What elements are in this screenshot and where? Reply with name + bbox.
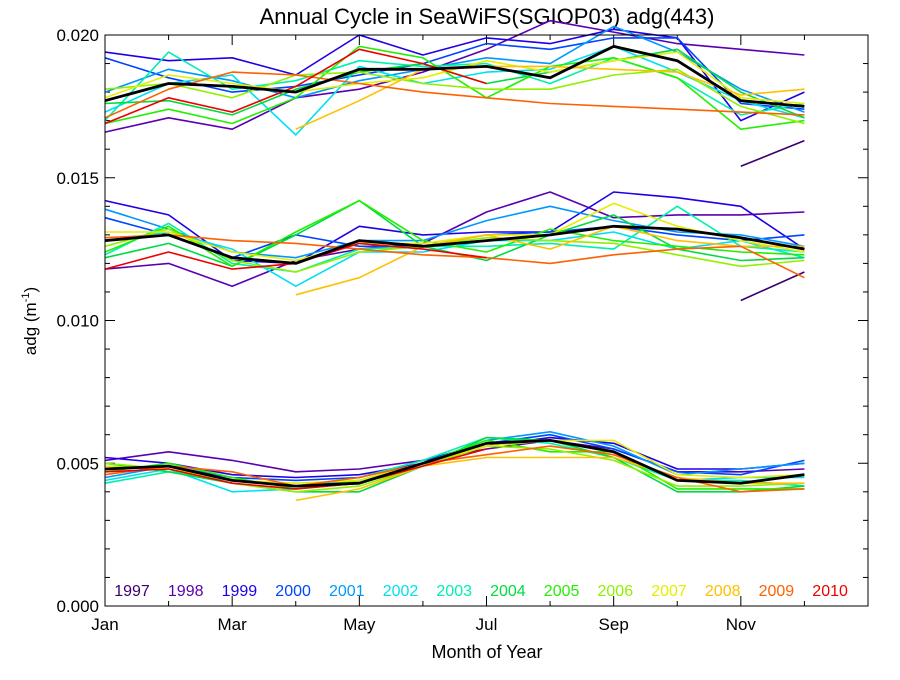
x-axis-label: Month of Year — [431, 642, 542, 662]
x-tick-label: Jan — [91, 615, 118, 634]
series-line-2002-lower — [104, 439, 805, 493]
series-line-2009-middle — [104, 234, 805, 279]
x-tick-label: Sep — [599, 615, 629, 634]
legend-item-1998: 1998 — [168, 583, 204, 600]
legend-item-2000: 2000 — [275, 583, 311, 600]
mean-line-middle — [104, 224, 805, 265]
series-line-1997-upper — [740, 139, 805, 168]
legend-item-1999: 1999 — [222, 583, 258, 600]
legend-item-2004: 2004 — [490, 583, 526, 600]
y-tick-label: 0.005 — [56, 454, 99, 473]
y-tick-label: 0.020 — [56, 26, 99, 45]
y-axis-label: adg (m-1) — [20, 287, 40, 355]
series-line-2003-upper — [104, 51, 805, 122]
legend-item-1997: 1997 — [114, 583, 150, 600]
mean-line-upper — [104, 45, 805, 108]
x-tick-label: Nov — [726, 615, 757, 634]
mean-line-lower — [104, 438, 805, 488]
y-axis-label-close: ) — [21, 287, 40, 293]
x-tick-label: Mar — [218, 615, 248, 634]
series-line-2005-middle — [104, 199, 805, 268]
plot-frame — [104, 34, 869, 607]
legend-item-2006: 2006 — [598, 583, 634, 600]
series-line-2010-lower — [104, 448, 487, 490]
series-line-2000-upper — [104, 37, 805, 110]
legend-item-2007: 2007 — [651, 583, 687, 600]
y-tick-label: 0.000 — [56, 597, 99, 616]
legend-item-2003: 2003 — [436, 583, 472, 600]
series-line-2010-upper — [104, 48, 487, 125]
series-line-2001-upper — [104, 25, 805, 113]
series-line-1997-middle — [740, 271, 805, 302]
series-line-2009-upper — [104, 71, 805, 119]
y-tick-label: 0.010 — [56, 312, 99, 331]
series-line-2005-upper — [104, 45, 805, 130]
series-lines — [104, 19, 805, 502]
legend-item-2005: 2005 — [544, 583, 580, 600]
series-line-1998-upper — [104, 19, 805, 133]
legend-item-2002: 2002 — [383, 583, 419, 600]
legend-item-2008: 2008 — [705, 583, 741, 600]
series-line-2007-middle — [105, 202, 805, 262]
series-line-1999-upper — [104, 28, 805, 122]
x-tick-label: May — [343, 615, 376, 634]
x-tick-label: Jul — [476, 615, 498, 634]
axes: Jan Mar May Jul Sep Nov 0.000 0.005 0.010 0.015 0.… — [56, 26, 869, 634]
y-axis-label-sup: -1 — [20, 292, 32, 302]
legend-item-2009: 2009 — [759, 583, 795, 600]
y-axis-label-text: adg (m — [21, 302, 40, 355]
legend: 1997 1998 1999 2000 2001 2002 2003 2004 2005 2006… — [114, 583, 848, 600]
y-tick-label: 0.015 — [56, 169, 99, 188]
series-line-2008-middle — [295, 225, 805, 296]
series-line-1998-middle — [104, 191, 805, 288]
legend-item-2010: 2010 — [812, 583, 848, 600]
legend-item-2001: 2001 — [329, 583, 365, 600]
chart-title: Annual Cycle in SeaWiFS(SGIOP03) adg(443… — [260, 4, 715, 29]
